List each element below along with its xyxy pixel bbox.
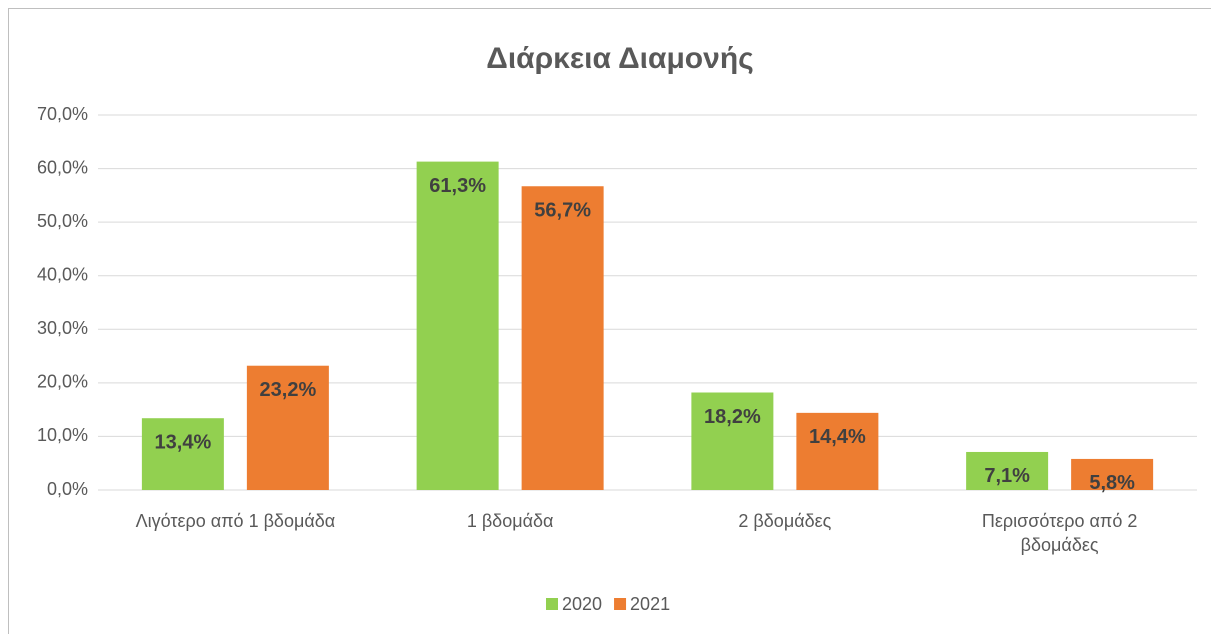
y-tick-label: 50,0% — [37, 211, 88, 231]
legend-label: 2020 — [562, 594, 602, 614]
value-label: 18,2% — [704, 406, 761, 428]
value-label: 13,4% — [155, 431, 212, 453]
x-tick-label: Λιγότερο από 1 βδομάδα — [135, 511, 336, 531]
bar — [246, 365, 329, 490]
legend-label: 2021 — [630, 594, 670, 614]
value-label: 14,4% — [809, 426, 866, 448]
bar — [691, 392, 774, 490]
legend-swatch — [546, 598, 558, 610]
y-tick-label: 20,0% — [37, 372, 88, 392]
bar — [1071, 458, 1154, 490]
y-tick-label: 60,0% — [37, 157, 88, 177]
bar — [796, 412, 879, 490]
value-label: 23,2% — [260, 379, 317, 401]
value-label: 5,8% — [1089, 472, 1135, 494]
legend-swatch — [614, 598, 627, 610]
chart-border — [8, 8, 1211, 634]
x-tick-label: 1 βδομάδα — [466, 511, 554, 531]
chart-title: Διάρκεια Διαμονής — [486, 42, 754, 75]
value-label: 61,3% — [429, 175, 486, 197]
bar — [966, 451, 1049, 490]
y-tick-label: 70,0% — [37, 104, 88, 124]
x-tick-label: 2 βδομάδες — [738, 511, 832, 531]
bar — [521, 186, 604, 490]
x-tick-label: Περισσότερο από 2 βδομάδες — [981, 511, 1138, 555]
y-tick-label: 30,0% — [37, 318, 88, 338]
bar — [416, 161, 499, 490]
y-tick-label: 40,0% — [37, 264, 88, 284]
value-label: 56,7% — [534, 200, 591, 222]
value-label: 7,1% — [984, 465, 1030, 487]
y-tick-label: 10,0% — [37, 425, 88, 445]
y-tick-label: 0,0% — [47, 479, 88, 499]
bar — [141, 418, 224, 490]
